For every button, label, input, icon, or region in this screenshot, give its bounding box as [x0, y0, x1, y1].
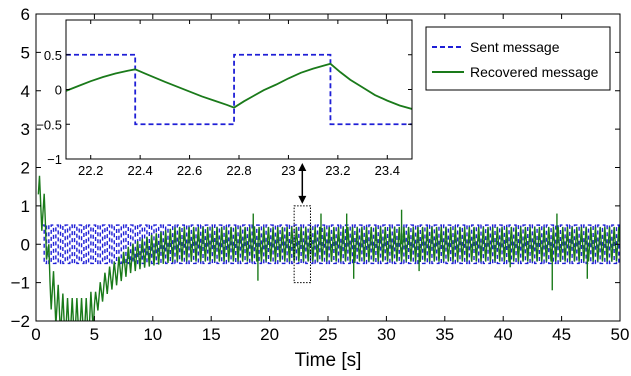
- inset-x-tick-label-4: 23: [281, 163, 295, 178]
- inset-x-tick-label-3: 22.8: [226, 163, 251, 178]
- x-tick-label-6: 30: [377, 325, 396, 344]
- y-tick-label-6: 4: [21, 82, 30, 101]
- x-axis-label: Time [s]: [295, 350, 362, 371]
- y-tick-label-5: 3: [21, 120, 30, 139]
- x-tick-label-3: 15: [202, 325, 221, 344]
- inset-plot: 22.2 22.4 22.6 22.8 23 23.2 23.4 −1 −0.5 0 0.5: [36, 20, 412, 178]
- inset-x-tick-label-0: 22.2: [78, 163, 103, 178]
- inset-x-tick-label-1: 22.4: [127, 163, 152, 178]
- inset-plot-area: [66, 20, 412, 159]
- y-tick-label-3: 1: [21, 197, 30, 216]
- x-tick-label-4: 20: [260, 325, 279, 344]
- inset-x-tick-label-6: 23.4: [375, 163, 400, 178]
- x-tick-label-8: 40: [494, 325, 513, 344]
- inset-y-tick-label-3: 0.5: [44, 48, 62, 63]
- y-tick-label-1: −1: [11, 274, 30, 293]
- y-tick-label-2: 0: [21, 235, 30, 254]
- inset-y-tick-label-2: 0: [55, 83, 62, 98]
- legend-label-sent: Sent message: [470, 39, 560, 55]
- y-tick-label-4: 2: [21, 159, 30, 178]
- x-tick-label-5: 25: [319, 325, 338, 344]
- y-tick-label-8: 6: [21, 5, 30, 24]
- x-tick-label-0: 0: [31, 325, 40, 344]
- x-tick-label-1: 5: [90, 325, 99, 344]
- y-tick-label-7: 5: [21, 43, 30, 62]
- x-tick-label-2: 10: [143, 325, 162, 344]
- inset-x-tick-label-5: 23.2: [325, 163, 350, 178]
- inset-x-tick-label-2: 22.6: [177, 163, 202, 178]
- legend-box: [426, 27, 610, 90]
- inset-y-tick-label-0: −1: [47, 152, 62, 167]
- x-tick-label-10: 50: [611, 325, 630, 344]
- inset-y-tick-label-1: −0.5: [36, 117, 62, 132]
- y-tick-label-0: −2: [11, 312, 30, 331]
- legend: Sent message Recovered message: [426, 27, 610, 90]
- x-tick-label-7: 35: [435, 325, 454, 344]
- x-tick-label-9: 45: [552, 325, 571, 344]
- legend-label-recovered: Recovered message: [470, 64, 599, 80]
